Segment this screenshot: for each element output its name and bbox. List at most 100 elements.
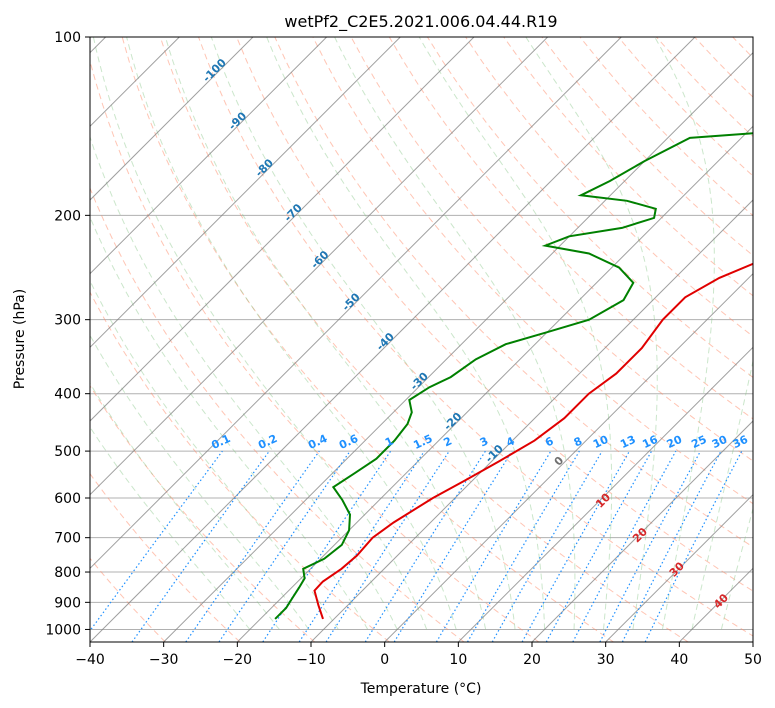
x-tick-label: 40 [670,652,688,668]
plot-area: 0.1 0.2 0.4 0.6 1 1.5 2 3 4 6 8 10 13 16 20 25 30 36-100-… [90,37,753,642]
x-tick-label: −40 [75,652,105,668]
mixing-ratio-line [262,450,392,642]
y-tick-label: 300 [54,313,81,329]
isotherm-line [90,37,475,422]
x-tick-label: 0 [380,652,389,668]
y-tick-label: 200 [54,208,81,224]
isotherm-line [90,37,549,496]
moist-adiabat [210,37,516,630]
dry-adiabat [90,472,241,642]
moist-adiabat [90,135,398,630]
mixing-ratio-line [131,450,270,642]
x-tick-label: 50 [744,652,762,668]
mixing-ratio-label: 36 [731,433,751,451]
mixing-ratio-line [644,450,743,642]
y-axis-title: Pressure (hPa) [12,289,28,389]
dry-adiabat [90,291,390,642]
mixing-ratio-label: 25 [689,433,708,451]
x-tick-label: 10 [449,652,467,668]
y-tick-label: 400 [54,387,81,403]
y-tick-label: 500 [54,444,81,460]
dry-adiabat [350,37,753,462]
moist-adiabat [654,37,715,630]
isotherm-line [90,37,401,349]
dry-adiabat [274,37,753,548]
dry-adiabat [388,37,753,420]
mixing-ratio-label: 20 [665,433,685,451]
x-axis-title: Temperature (°C) [360,681,482,697]
moist-adiabat [691,358,753,630]
y-tick-label: 1000 [45,622,81,638]
mixing-ratio-label: 13 [618,433,637,451]
moist-adiabat [90,279,339,630]
dry-adiabat [90,384,316,642]
moist-adiabats [90,37,753,630]
dry-adiabat [90,186,465,642]
moist-adiabat [92,37,428,630]
mixing-ratio-line [521,450,631,642]
mixing-ratio-label: 10 [591,433,611,451]
dewpoint-line [274,132,753,620]
dry-adiabat [159,37,689,642]
mixing-ratio-line [393,450,513,642]
mixing-ratio-line [572,450,677,642]
moist-adiabat [90,215,369,630]
isotherm-line [163,51,753,642]
mixing-ratio-lines [90,450,743,642]
dry-adiabat [426,37,753,378]
moist-adiabat [164,37,487,630]
y-tick-label: 100 [54,30,81,46]
dry-adiabat [312,37,753,505]
isotherm-line [236,125,753,642]
moist-adiabat [525,37,658,630]
y-tick-label: 600 [54,491,81,507]
isotherm-line [531,420,753,642]
moist-adiabat [720,506,753,630]
mixing-ratio-line [545,450,653,642]
skewed-isotherms [90,37,753,642]
temperature-line [313,262,753,620]
moist-adiabat [90,334,310,630]
isotherm-line [457,346,753,642]
isotherm-line [605,493,753,642]
y-tick-label: 900 [54,595,81,611]
isotherm-line [90,37,696,642]
mixing-ratio-line [325,450,450,642]
dry-adiabat [503,37,753,297]
isotherm-line [90,37,622,570]
isotherm-line [384,272,753,642]
mixing-ratio-line [218,450,351,642]
y-tick-label: 700 [54,531,81,547]
mixing-ratio-line [185,450,320,642]
isotherm-line [90,37,254,201]
moist-adiabat [126,37,457,630]
x-tick-label: 30 [597,652,615,668]
isotherm-line [310,199,753,642]
profile-series [274,132,753,620]
moist-adiabat [90,382,280,630]
x-tick-label: −20 [223,652,253,668]
dry-adiabat [121,37,614,642]
x-tick-label: 20 [523,652,541,668]
moist-adiabat [90,426,251,630]
x-tick-label: −30 [149,652,179,668]
moist-adiabat [418,37,613,630]
mixing-ratio-label: 30 [710,433,730,451]
x-tick-label: −10 [296,652,326,668]
plot-frame [89,36,754,643]
isotherm-line [90,37,328,275]
mixing-ratio-label: 16 [640,433,660,451]
dry-adiabat [236,37,753,592]
mixing-ratio-line [298,450,425,642]
chart-title: wetPf2_C2E5.2021.006.04.44.R19 [284,12,557,32]
mixing-ratio-line [90,450,223,632]
y-axis: 100 200 300 400 500 600 700 800 900 1000 [45,30,90,638]
pressure-grid [90,37,753,630]
y-tick-label: 800 [54,565,81,581]
moist-adiabat [266,37,546,630]
dry-adiabat [465,37,753,338]
dry-adiabat [90,59,540,642]
x-axis: −40 −30 −20 −10 0 10 20 30 40 50 [75,642,762,668]
